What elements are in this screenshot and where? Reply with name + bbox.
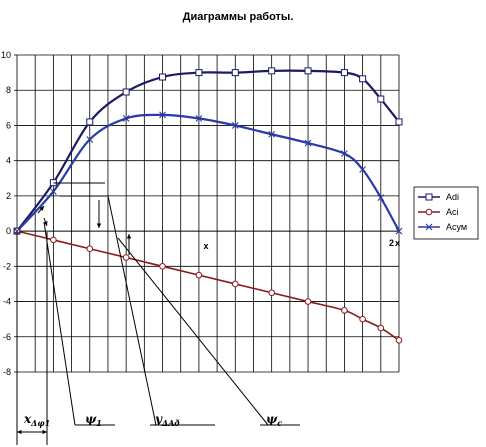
data-point-Aсум <box>122 115 130 122</box>
annotation-sub-1: Δφ1 <box>30 418 50 428</box>
data-point-Aсум <box>231 122 239 129</box>
data-point-Aci <box>377 324 385 332</box>
data-point-Aci <box>122 254 130 261</box>
arrow-angle-a-head <box>39 206 44 211</box>
legend-marker-Aci <box>425 208 433 216</box>
plot-grid <box>14 54 400 373</box>
y-tick-label: 0 <box>6 226 11 236</box>
data-point-Aci <box>231 280 239 288</box>
y-delta-leader <box>107 195 157 426</box>
data-point-Aci <box>304 298 312 305</box>
axis-end-label: 2 <box>389 238 394 248</box>
y-tick-label: 2 <box>6 191 11 201</box>
annotation-label-2: ψ1 <box>85 412 102 428</box>
legend-label-Aci: Aci <box>446 207 459 217</box>
y-tick-label: -4 <box>3 297 11 307</box>
data-point-Adi <box>122 88 130 96</box>
data-point-Aсум <box>377 194 385 202</box>
data-point-Aci <box>50 236 57 244</box>
data-point-Adi <box>231 69 239 77</box>
y-tick-label: 10 <box>1 50 11 60</box>
data-point-Aci <box>395 337 403 344</box>
annotation-sub-3: ΔAð <box>161 418 180 428</box>
y-tick-label: -6 <box>3 332 11 342</box>
annotation-label-3: yΔAð <box>154 412 180 428</box>
data-point-Adi <box>395 118 403 126</box>
legend-marker-Aсум <box>425 223 433 231</box>
x-delta-arrow-l-head <box>17 429 22 435</box>
series-lines <box>16 69 400 341</box>
data-point-Aci <box>195 271 203 279</box>
arrow-delta-b-head <box>126 234 132 239</box>
annotation-sub-4: c <box>277 418 282 428</box>
data-point-Adi <box>268 67 276 75</box>
annotation-label-4: ψc <box>266 412 282 428</box>
data-point-Adi <box>159 73 167 81</box>
x-delta-arrow-r-head <box>42 429 47 435</box>
data-point-Adi <box>359 75 367 83</box>
y-tick-labels: -8 -6 -4 -2 0 2 4 6 8 10 <box>1 50 11 377</box>
series-line-Aсум <box>16 113 400 232</box>
arrow-delta-a-head <box>96 223 102 228</box>
data-point-Aсум <box>359 166 367 173</box>
data-point-Aсум <box>304 139 312 147</box>
annotation-sub-2: 1 <box>96 418 102 428</box>
data-point-Aсум <box>86 136 94 143</box>
annotation-label-1: xΔφ1 <box>23 412 50 428</box>
y-tick-label: -2 <box>3 261 11 271</box>
data-point-Aсум <box>341 150 348 158</box>
psi-c-leader <box>117 237 269 426</box>
y-tick-label: 4 <box>6 156 11 166</box>
data-point-Aci <box>159 263 166 270</box>
data-point-Adi <box>195 69 203 77</box>
legend-box <box>413 186 479 240</box>
data-point-Adi <box>304 67 312 75</box>
data-point-Aci <box>341 307 348 314</box>
data-point-Aсум <box>268 130 276 138</box>
data-point-Aсум <box>395 227 403 235</box>
axis-x-mark: x <box>203 241 208 251</box>
data-point-Aci <box>268 289 275 297</box>
chart-title: Диаграммы работы. <box>183 11 294 23</box>
axis-end-mark: x <box>395 238 400 248</box>
data-point-Adi <box>86 118 94 126</box>
y-tick-label: 8 <box>6 85 11 95</box>
legend-label-Aсум: Aсум <box>446 222 467 232</box>
legend: Adi Aci Aсум <box>413 186 479 240</box>
data-point-Aci <box>86 245 94 253</box>
data-point-Aсум <box>159 111 166 119</box>
legend-marker-Adi <box>425 193 433 201</box>
data-point-Adi <box>340 69 348 77</box>
y-tick-label: -8 <box>3 367 11 377</box>
data-point-Adi <box>377 95 385 103</box>
psi1-leader <box>43 221 76 426</box>
y-tick-label: 6 <box>6 120 11 130</box>
data-point-Aсум <box>49 188 57 195</box>
legend-label-Adi: Adi <box>446 192 459 202</box>
data-point-Aci <box>359 315 366 323</box>
data-point-Aсум <box>195 115 203 122</box>
data-point-Aсум <box>13 227 21 235</box>
